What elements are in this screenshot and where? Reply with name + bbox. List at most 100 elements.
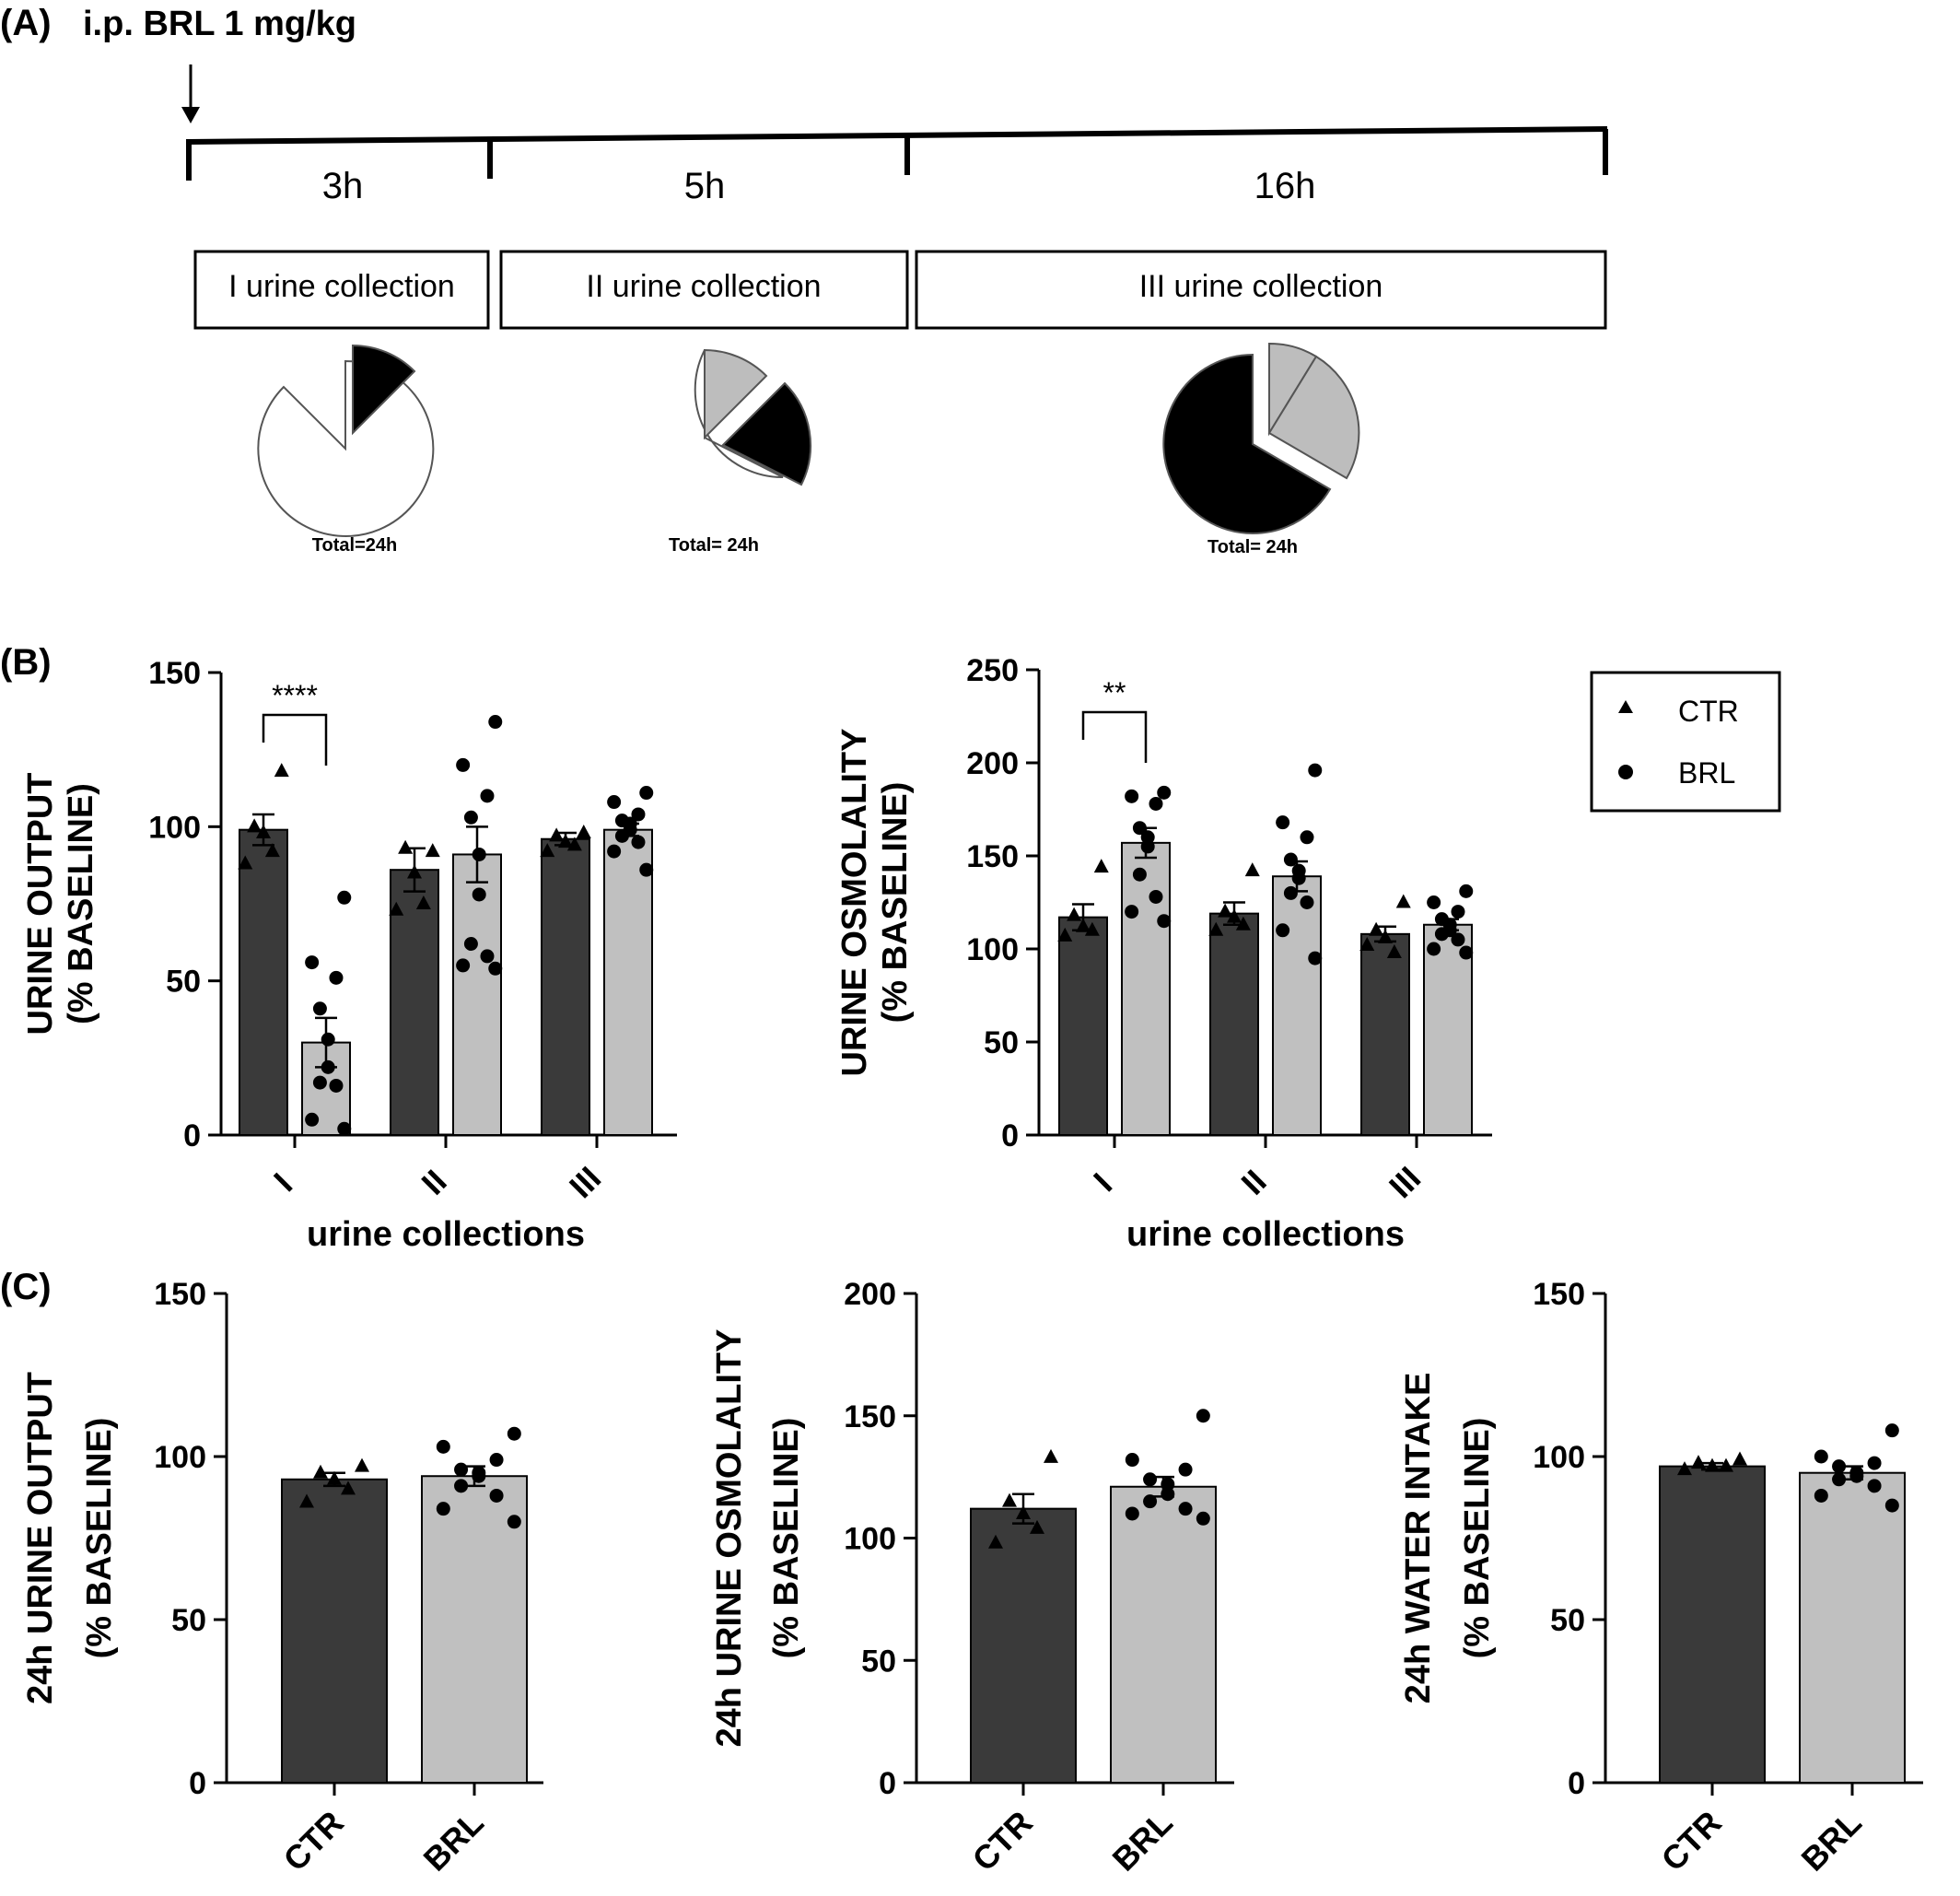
data-point-brl: [472, 887, 486, 902]
data-point-brl: [1300, 830, 1314, 845]
data-point-brl: [480, 789, 495, 803]
data-point-ctr: [549, 827, 565, 842]
data-point-ctr: [1218, 903, 1233, 918]
data-point-brl: [489, 1453, 504, 1468]
legend-triangle-marker: [1618, 700, 1633, 713]
data-point-ctr: [1057, 927, 1073, 942]
bar-brl: [1110, 1485, 1217, 1784]
data-point-brl: [480, 949, 495, 964]
data-point-ctr: [1093, 859, 1109, 873]
data-point-ctr: [238, 855, 253, 870]
y-axis-label-units: (% BASELINE): [1458, 1418, 1497, 1659]
y-tick-label: 0: [879, 1766, 896, 1801]
data-point-brl: [1140, 839, 1155, 854]
data-point-brl: [463, 810, 478, 825]
data-point-brl: [337, 890, 352, 905]
y-tick-label: 50: [984, 1025, 1019, 1060]
timeline-axis: [186, 126, 1608, 181]
data-point-brl: [1149, 889, 1163, 904]
y-tick-label: 0: [183, 1118, 201, 1153]
data-point-ctr: [299, 1493, 314, 1508]
y-axis-label: 24h URINE OSMOLALITY: [710, 1329, 749, 1748]
data-point-brl: [436, 1439, 450, 1454]
bar-brl: [1423, 923, 1473, 1136]
data-point-brl: [329, 1078, 344, 1093]
data-point-ctr: [1208, 921, 1224, 936]
collection-box-1: I urine collection: [193, 250, 490, 330]
x-tick-label: CTR: [1654, 1804, 1729, 1878]
data-point-brl: [1178, 1502, 1193, 1516]
data-point-brl: [1300, 895, 1314, 909]
data-point-brl: [1832, 1459, 1847, 1474]
collection-label-2: II urine collection: [586, 269, 821, 304]
data-point-brl: [1291, 871, 1306, 885]
data-point-ctr: [1691, 1455, 1706, 1469]
collection-box-2: II urine collection: [499, 250, 909, 330]
x-tick-label: II: [414, 1163, 454, 1202]
y-tick-label: 50: [1550, 1603, 1585, 1638]
panel-label-b: (B): [0, 642, 52, 683]
bar-ctr: [1209, 912, 1259, 1136]
legend-label-brl: BRL: [1678, 756, 1735, 790]
data-point-brl: [1143, 1494, 1158, 1509]
data-point-brl: [337, 1121, 352, 1136]
x-tick-label: CTR: [965, 1804, 1040, 1878]
data-point-brl: [1832, 1472, 1847, 1487]
y-tick-label: 50: [861, 1644, 896, 1679]
data-point-ctr: [1369, 921, 1384, 936]
bar-ctr: [1360, 932, 1410, 1137]
data-point-ctr: [264, 843, 280, 858]
data-point-ctr: [355, 1457, 369, 1472]
y-tick-label: 150: [148, 656, 201, 691]
data-point-brl: [1884, 1423, 1899, 1438]
data-point-brl: [1283, 852, 1298, 867]
x-tick-label: BRL: [416, 1804, 491, 1878]
data-point-ctr: [1386, 944, 1402, 959]
data-point-brl: [1125, 1506, 1139, 1521]
data-point-brl: [1143, 1472, 1158, 1487]
data-point-brl: [489, 1488, 504, 1503]
bar-brl: [452, 853, 502, 1136]
data-point-brl: [454, 1462, 469, 1477]
data-point-ctr: [540, 843, 555, 858]
data-point-ctr: [313, 1464, 328, 1479]
data-point-ctr: [1044, 1448, 1058, 1463]
y-axis-label-units: (% BASELINE): [80, 1418, 119, 1659]
data-point-brl: [1178, 1462, 1193, 1477]
data-point-brl: [639, 786, 654, 801]
y-axis-label: 24h URINE OUTPUT: [21, 1372, 60, 1704]
data-point-brl: [1196, 1409, 1210, 1423]
y-tick-label: 100: [966, 932, 1019, 967]
data-point-brl: [1125, 905, 1139, 919]
duration-label-1: 3h: [322, 166, 364, 206]
data-point-brl: [1308, 951, 1323, 966]
collection-label-1: I urine collection: [228, 269, 455, 304]
data-point-brl: [1276, 815, 1290, 830]
data-point-brl: [1427, 895, 1441, 909]
pie-caption-3: Total= 24h: [1208, 537, 1298, 557]
data-point-brl: [488, 715, 503, 730]
bar-brl: [1272, 875, 1322, 1136]
y-tick-label: 150: [154, 1277, 206, 1312]
y-tick-label: 150: [1533, 1277, 1585, 1312]
chart-urine-osmolality: 0 50 100 150 200 250 URINE OSMOLALITY (% BASELI…: [835, 653, 1492, 1254]
injection-label: i.p. BRL 1 mg/kg: [83, 5, 356, 43]
x-tick-label: BRL: [1105, 1804, 1180, 1878]
data-point-brl: [456, 757, 471, 772]
bar-brl: [1799, 1471, 1906, 1784]
collection-label-3: III urine collection: [1139, 269, 1383, 304]
bar-ctr: [239, 828, 288, 1136]
bar-ctr: [541, 837, 590, 1136]
data-point-ctr: [1030, 1519, 1044, 1534]
pie-caption-1: Total=24h: [312, 535, 397, 556]
data-point-ctr: [576, 825, 591, 839]
injection-arrow: [181, 64, 200, 123]
data-point-ctr: [1067, 907, 1082, 921]
legend-circle-marker: [1618, 765, 1633, 779]
chart-24h-water-intake: 0 50 100 150 24h WATER INTAKE (% BASELINE) CTR…: [1399, 1277, 1923, 1878]
data-point-brl: [321, 1032, 335, 1047]
data-point-ctr: [1719, 1457, 1733, 1472]
y-tick-label: 150: [966, 839, 1019, 874]
data-point-ctr: [1395, 894, 1411, 908]
